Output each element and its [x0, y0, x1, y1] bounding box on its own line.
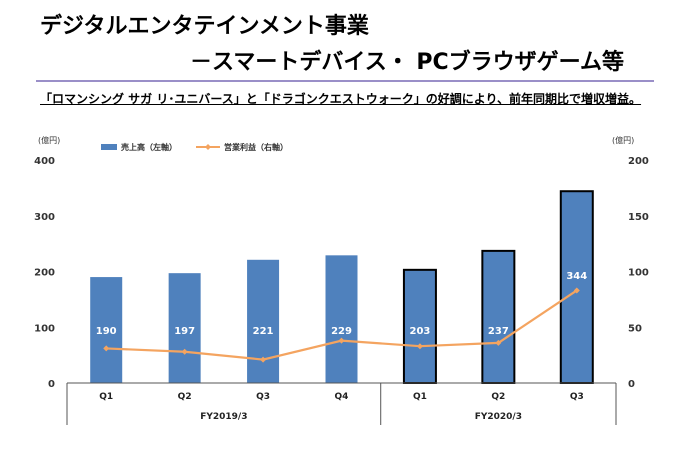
category-label: Q2: [491, 392, 505, 402]
sales-bar: [559, 190, 594, 384]
sales-data-label: 221: [253, 326, 274, 337]
sales-data-label: 229: [331, 326, 352, 337]
sales-bar: [90, 277, 123, 383]
category-label: Q3: [570, 392, 584, 402]
legend-swatch-sales: [101, 144, 117, 150]
left-tick-label: 0: [48, 379, 55, 390]
sales-data-label: 203: [409, 326, 430, 337]
sales-data-label: 190: [96, 326, 117, 337]
title-divider: [36, 80, 654, 82]
category-label: Q4: [335, 392, 349, 402]
right-tick-label: 150: [628, 212, 649, 223]
left-tick-label: 300: [34, 212, 55, 223]
left-tick-label: 100: [34, 323, 55, 334]
sales-data-label: 237: [488, 326, 509, 337]
right-axis-unit: (億円): [612, 135, 634, 145]
page-title: デジタルエンタテインメント事業: [40, 14, 369, 39]
sales-bar: [168, 273, 201, 383]
sales-bar: [247, 259, 280, 383]
fiscal-year-label: FY2020/3: [475, 412, 522, 422]
right-tick-label: 200: [628, 156, 649, 167]
profit-point: [260, 356, 267, 363]
legend-label-sales: 売上高（左軸）: [121, 142, 177, 152]
category-label: Q1: [413, 392, 427, 402]
left-tick-label: 200: [34, 268, 55, 279]
right-tick-label: 50: [628, 323, 642, 334]
left-axis-unit: (億円): [38, 135, 60, 145]
profit-point: [103, 345, 110, 352]
profit-point: [573, 287, 580, 294]
left-tick-label: 400: [34, 156, 55, 167]
category-label: Q2: [178, 392, 192, 402]
category-label: Q3: [256, 392, 270, 402]
profit-point: [181, 348, 188, 355]
sales-data-label: 197: [174, 326, 195, 337]
profit-point: [416, 343, 423, 350]
sales-bar: [402, 268, 437, 385]
profit-point: [338, 337, 345, 344]
page-title-sub: －スマートデバイス・ PCブラウザゲーム等: [190, 50, 624, 75]
right-tick-label: 0: [628, 379, 635, 390]
sales-bar: [325, 255, 358, 383]
legend-marker-profit: [205, 144, 211, 150]
profit-point: [495, 339, 502, 346]
sales-data-label: 344: [566, 271, 587, 282]
legend-label-profit: 営業利益（右軸）: [224, 142, 288, 152]
page-subtitle: 「ロマンシング サガ リ･ユニバース」と「ドラゴンクエストウォーク」の好調により…: [40, 92, 642, 106]
fiscal-year-label: FY2019/3: [200, 412, 247, 422]
sales-bar: [481, 249, 516, 384]
right-tick-label: 100: [628, 268, 649, 279]
category-label: Q1: [99, 392, 113, 402]
